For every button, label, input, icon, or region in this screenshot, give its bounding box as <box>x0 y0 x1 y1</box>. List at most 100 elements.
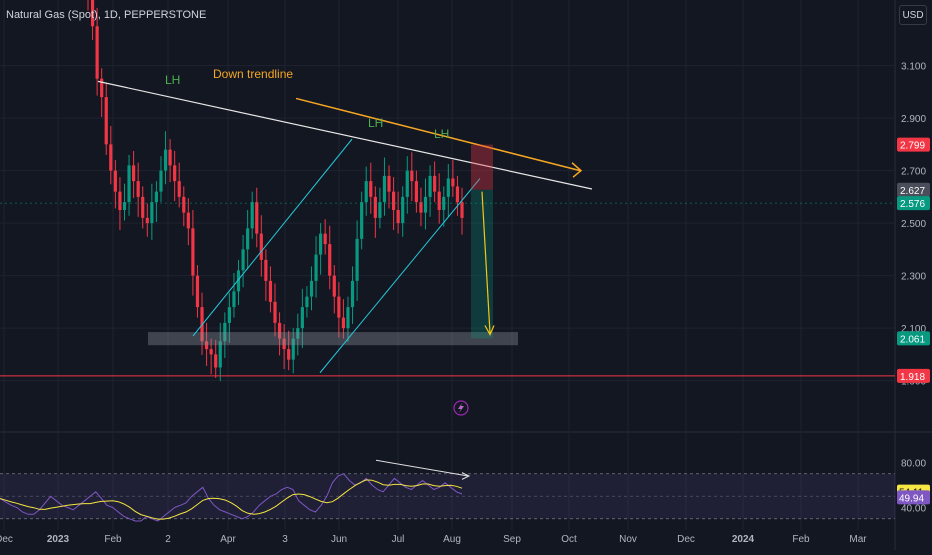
candle-body <box>314 254 318 281</box>
candle-body <box>255 202 259 234</box>
x-tick-label: Feb <box>792 534 810 545</box>
candle-body <box>186 212 190 229</box>
rsi-tick-label: 80.00 <box>901 459 926 470</box>
price-badge-label: 2.576 <box>900 199 925 210</box>
x-tick-label: Feb <box>104 534 122 545</box>
x-tick-label: Dec <box>0 534 13 545</box>
candle-body <box>150 202 154 224</box>
candle-body <box>341 317 346 329</box>
down-trendline <box>97 80 593 190</box>
candle-body <box>195 275 200 308</box>
price-badge <box>897 368 930 383</box>
candle-body <box>446 178 450 197</box>
lh-label: LH <box>368 116 383 130</box>
candle-body <box>191 228 195 276</box>
currency-button[interactable]: USD <box>899 5 927 25</box>
stop-loss-zone <box>471 144 493 190</box>
candle-body <box>136 181 140 197</box>
x-tick-label: 3 <box>282 534 288 545</box>
candle-body <box>300 307 304 329</box>
down-trendline-label: Down trendline <box>213 67 293 81</box>
channel-upper <box>192 138 353 337</box>
rsi-ma-value-label: 49.94 <box>899 493 924 504</box>
orange-arrowhead <box>571 162 583 178</box>
support-zone <box>148 332 518 346</box>
candle-body <box>264 259 268 281</box>
price-badge-label: 2.061 <box>900 334 925 345</box>
candle-body <box>460 202 464 218</box>
candle-body <box>246 228 250 250</box>
candle-body <box>451 178 455 187</box>
x-tick-label: 2023 <box>47 534 70 545</box>
candle-body <box>337 296 341 318</box>
y-tick-label: 2.700 <box>901 167 926 178</box>
candle-body <box>132 165 136 182</box>
candle-body <box>122 202 127 210</box>
candle-body <box>227 307 231 323</box>
price-badge-label: 2.627 <box>900 186 925 197</box>
candle-body <box>163 149 168 171</box>
candle-body <box>309 280 314 297</box>
orange-trend-arrow <box>295 97 581 172</box>
rsi-divergence-line <box>375 459 469 477</box>
x-tick-label: 2024 <box>732 534 755 545</box>
candle-body <box>218 341 222 368</box>
price-badge <box>897 331 930 346</box>
candle-body <box>100 78 104 98</box>
y-tick-label: 2.100 <box>901 324 926 335</box>
candle-body <box>364 181 368 203</box>
candle-body <box>141 196 145 218</box>
candle-body <box>296 328 300 339</box>
y-tick-label: 2.900 <box>901 114 926 125</box>
rsi-line <box>0 473 463 522</box>
candle-body <box>437 191 441 210</box>
candle-body <box>95 26 99 79</box>
candle-body <box>145 217 149 224</box>
candle-body <box>414 181 418 203</box>
target-arrowhead <box>484 325 495 337</box>
candle-body <box>410 170 414 182</box>
rsi-ma-line <box>0 479 463 520</box>
candle-body <box>113 170 117 192</box>
candle-body <box>423 196 428 213</box>
candle-body <box>319 233 323 255</box>
candle-body <box>350 280 355 308</box>
candle-body <box>109 144 113 171</box>
price-badge <box>897 182 930 197</box>
price-badge-label: 2.799 <box>900 141 925 152</box>
x-tick-label: Jul <box>392 534 405 545</box>
candle-body <box>250 202 254 229</box>
candle-body <box>401 196 405 224</box>
candle-body <box>419 202 423 213</box>
candle-body <box>387 175 391 192</box>
candle-body <box>127 165 131 203</box>
candle-body <box>332 275 336 297</box>
candle-body <box>104 97 108 145</box>
y-tick-label: 2.300 <box>901 272 926 283</box>
candle-body <box>323 233 327 245</box>
candle-body <box>232 291 236 308</box>
candle-body <box>369 181 373 197</box>
x-tick-label: Aug <box>443 534 461 545</box>
candle-body <box>396 210 400 224</box>
candle-body <box>405 170 409 197</box>
candle-body <box>204 341 209 350</box>
symbol-title: Natural Gas (Spot), 1D, PEPPERSTONE <box>6 9 207 21</box>
price-badge <box>897 137 930 152</box>
lh-label: LH <box>165 73 180 87</box>
lightning-bolt-icon <box>458 403 464 413</box>
candle-body <box>159 170 163 192</box>
target-arrow <box>481 191 491 334</box>
candle-body <box>391 191 396 210</box>
candle-body <box>382 175 387 203</box>
candle-body <box>428 175 432 197</box>
rsi-tick-label: 40.00 <box>901 504 926 515</box>
lightning-icon <box>453 400 469 416</box>
candle-body <box>223 322 227 342</box>
candle-body <box>118 191 122 210</box>
candle-body <box>287 349 291 360</box>
candle-body <box>236 270 241 292</box>
x-tick-label: Dec <box>677 534 695 545</box>
